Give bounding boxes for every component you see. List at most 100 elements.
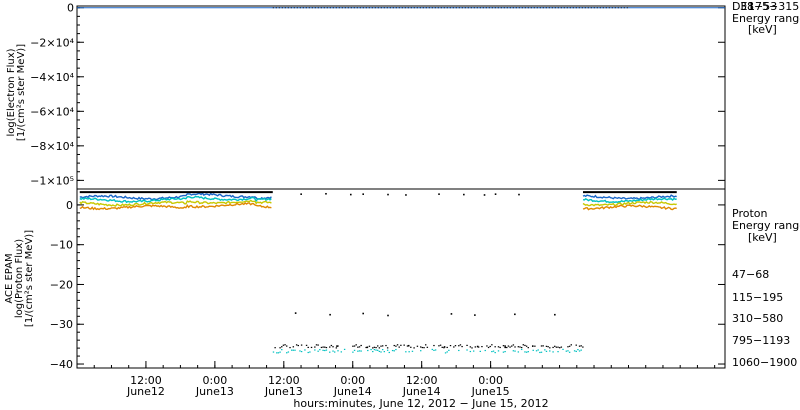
proton-series-115−195-trace xyxy=(582,194,677,201)
proton-low-point-cyan xyxy=(444,352,447,354)
proton-47-68-point xyxy=(329,313,331,316)
x-tick-date-label: June14 xyxy=(402,385,441,398)
electron-panel-frame xyxy=(76,5,726,190)
x-tick-date-label: June13 xyxy=(195,385,234,398)
proton-low-point-cyan xyxy=(325,349,328,351)
proton-low-point xyxy=(324,346,326,348)
proton-low-point-cyan xyxy=(395,348,397,351)
proton-low-point-cyan xyxy=(353,349,356,351)
proton-low-point-cyan xyxy=(535,350,538,352)
proton-y-tick-label: −40 xyxy=(50,358,73,371)
proton-low-point-cyan xyxy=(281,349,283,351)
proton-low-point xyxy=(443,347,445,349)
proton-low-point xyxy=(509,346,511,348)
proton-47-68-point xyxy=(300,193,302,195)
proton-low-point xyxy=(368,345,371,347)
proton-y-tick-label: 0 xyxy=(66,199,73,212)
proton-low-point xyxy=(358,346,361,348)
proton-low-point xyxy=(396,344,399,346)
proton-low-point-cyan xyxy=(484,349,486,352)
proton-low-point-cyan xyxy=(393,350,395,352)
proton-low-point-cyan xyxy=(433,349,435,352)
proton-low-point-cyan xyxy=(514,350,516,352)
proton-low-point-cyan xyxy=(431,348,434,351)
proton-low-point-cyan xyxy=(332,350,334,352)
proton-low-point xyxy=(424,344,427,346)
proton-low-point xyxy=(580,345,582,347)
proton-low-point-cyan xyxy=(434,349,437,351)
proton-low-point-cyan xyxy=(527,351,529,353)
proton-low-point xyxy=(557,346,559,348)
proton-low-point xyxy=(461,345,463,348)
proton-low-point xyxy=(439,344,442,346)
proton-low-point-cyan xyxy=(299,350,301,352)
x-tick-date-label: June13 xyxy=(264,385,303,398)
electron-y-tick-label: −6×10⁴ xyxy=(30,105,74,118)
proton-low-point xyxy=(406,345,409,347)
proton-low-point xyxy=(542,345,544,347)
proton-series-310−580-trace xyxy=(582,197,677,204)
proton-low-point xyxy=(357,346,359,348)
proton-low-point xyxy=(400,344,402,346)
proton-low-point-cyan xyxy=(512,350,515,352)
proton-low-point-cyan xyxy=(287,351,290,353)
proton-low-point-cyan xyxy=(380,351,382,353)
proton-low-point-cyan xyxy=(322,349,324,351)
proton-low-point-cyan xyxy=(378,350,381,353)
proton-low-point-cyan xyxy=(372,350,374,353)
proton-y-axis-label: [1/(cm²s ster MeV)] xyxy=(24,230,35,327)
proton-47-68-point xyxy=(494,193,497,195)
proton-47-68-point xyxy=(476,345,479,348)
proton-low-point-cyan xyxy=(352,351,354,353)
proton-low-point xyxy=(353,345,356,347)
proton-low-point-cyan xyxy=(386,349,389,351)
x-tick-time-label: 12:00 xyxy=(130,374,162,387)
proton-low-point xyxy=(459,344,462,346)
proton-low-point xyxy=(554,345,556,347)
proton-low-point xyxy=(575,344,577,346)
proton-low-point xyxy=(335,347,338,349)
proton-low-point xyxy=(534,345,536,347)
proton-low-point xyxy=(552,346,554,349)
proton-low-point-cyan xyxy=(337,350,339,352)
proton-low-point-cyan xyxy=(317,350,319,352)
proton-low-point xyxy=(454,345,457,347)
proton-series-795−1193-trace xyxy=(582,200,677,207)
proton-low-point xyxy=(486,345,488,347)
electron-panel: 0 −2×10⁴ −4×10⁴ −6×10⁴ −8×10⁴ −1×10⁵ log(Elect… xyxy=(6,0,800,190)
proton-legend-entry: 1060−1900 xyxy=(732,356,797,369)
proton-low-point xyxy=(549,347,551,349)
proton-low-point-cyan xyxy=(565,350,568,352)
proton-low-point-cyan xyxy=(405,351,407,353)
proton-low-point xyxy=(497,346,500,348)
proton-47-68-point xyxy=(349,193,352,196)
proton-low-point-cyan xyxy=(504,350,506,353)
proton-low-point xyxy=(441,346,443,348)
proton-47-68-point xyxy=(483,194,486,196)
proton-low-point-cyan xyxy=(557,351,559,353)
proton-low-point xyxy=(365,346,367,349)
proton-47-68-point xyxy=(474,314,476,316)
proton-low-point xyxy=(466,344,468,347)
proton-low-point-cyan xyxy=(294,349,296,351)
proton-low-point-cyan xyxy=(524,351,526,353)
proton-47-68-point xyxy=(362,193,364,195)
proton-low-point-cyan xyxy=(497,350,500,352)
proton-low-point-cyan xyxy=(388,351,390,354)
proton-low-point-cyan xyxy=(377,349,379,351)
proton-low-point xyxy=(494,346,496,348)
proton-low-point xyxy=(568,345,571,347)
proton-47-68-point xyxy=(387,193,389,196)
proton-low-point-cyan xyxy=(309,351,311,353)
electron-y-tick-label: −8×10⁴ xyxy=(30,140,74,153)
proton-low-point xyxy=(520,346,523,349)
proton-low-point-cyan xyxy=(286,352,288,354)
proton-low-point-cyan xyxy=(578,350,581,352)
x-tick-time-label: 0:00 xyxy=(478,374,503,387)
proton-low-point-cyan xyxy=(549,350,551,352)
proton-low-point xyxy=(570,344,572,346)
proton-47-68-point xyxy=(366,346,369,349)
proton-series-1060−1900-trace xyxy=(79,202,272,211)
proton-47-68-point xyxy=(438,193,440,195)
